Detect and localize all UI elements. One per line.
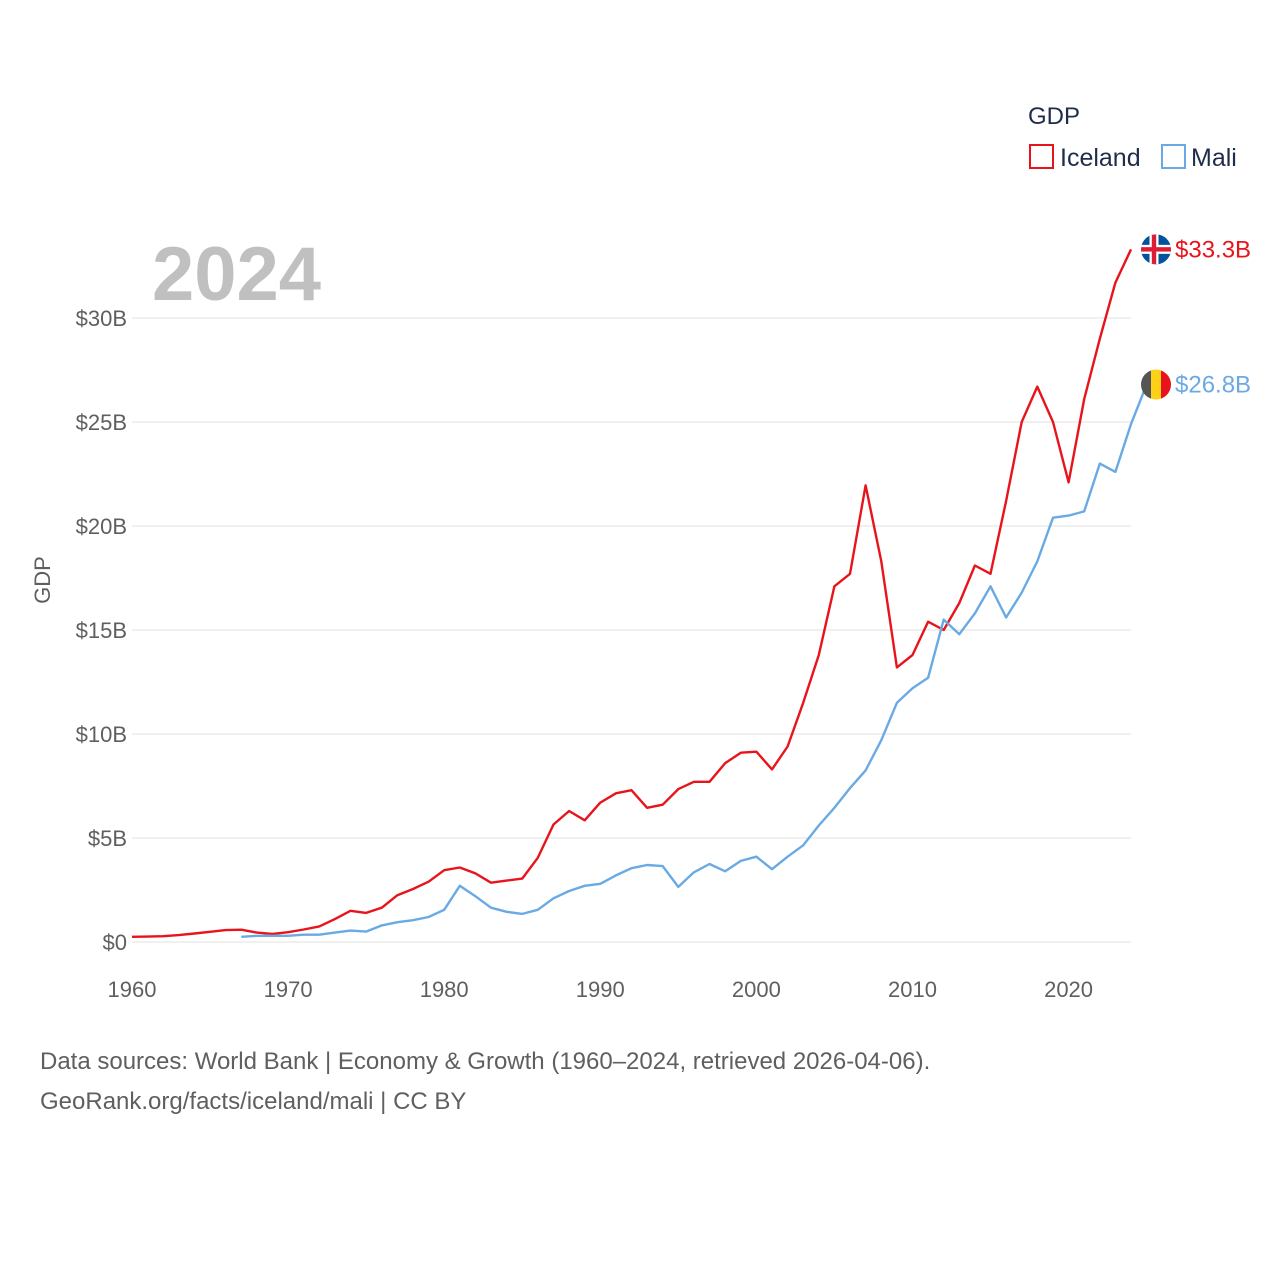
legend[interactable]: GDP Iceland Mali	[1028, 103, 1237, 172]
data-source-footer: Data sources: World Bank | Economy & Gro…	[40, 1042, 1240, 1122]
y-tick-label: $5B	[88, 826, 127, 851]
legend-label-iceland: Iceland	[1060, 144, 1141, 172]
y-tick-label: $15B	[76, 618, 127, 643]
source-line: Data sources: World Bank | Economy & Gro…	[40, 1048, 931, 1075]
series-line-iceland[interactable]	[131, 248, 1133, 938]
legend-title: GDP	[1028, 103, 1080, 130]
y-tick-label: $10B	[76, 722, 127, 747]
x-tick-label: 2020	[1044, 977, 1093, 1002]
year-overlay: 2024	[152, 232, 321, 317]
x-tick-label: 2010	[888, 977, 937, 1002]
y-tick-label: $25B	[76, 410, 127, 435]
attribution-line[interactable]: GeoRank.org/facts/iceland/mali | CC BY	[40, 1088, 467, 1115]
x-axis-ticks: 1960 1970 1980 1990 2000 2010 2020	[108, 977, 1094, 1002]
legend-item-mali[interactable]: Mali	[1161, 144, 1237, 172]
series-lines	[131, 248, 1148, 938]
legend-swatch-mali	[1161, 144, 1186, 169]
gdp-line-chart: $0$5B$10B$15B$20B$25B$30B 1960 1970 1980 19…	[30, 103, 1251, 1002]
mali-flag-icon	[1141, 369, 1171, 400]
series-line-mali[interactable]	[241, 384, 1148, 938]
y-axis-title: GDP	[30, 556, 55, 604]
iceland-flag-icon	[1141, 234, 1171, 265]
gridlines	[132, 317, 1131, 943]
y-axis-ticks: $0 $5B $10B $15B $20B $25B $30B	[76, 306, 127, 955]
end-markers: $33.3B $26.8B	[1141, 234, 1251, 400]
x-tick-label: 1980	[420, 977, 469, 1002]
y-tick-label: $0	[103, 930, 127, 955]
end-value-label-iceland: $33.3B	[1175, 236, 1251, 263]
legend-swatch-iceland	[1029, 144, 1054, 169]
x-tick-label: 1990	[576, 977, 625, 1002]
end-value-label-mali: $26.8B	[1175, 372, 1251, 399]
x-tick-label: 1970	[264, 977, 313, 1002]
legend-item-iceland[interactable]: Iceland	[1029, 144, 1141, 172]
x-tick-label: 1960	[108, 977, 157, 1002]
y-tick-label: $20B	[76, 514, 127, 539]
y-tick-label: $30B	[76, 306, 127, 331]
x-tick-label: 2000	[732, 977, 781, 1002]
legend-label-mali: Mali	[1191, 144, 1237, 172]
